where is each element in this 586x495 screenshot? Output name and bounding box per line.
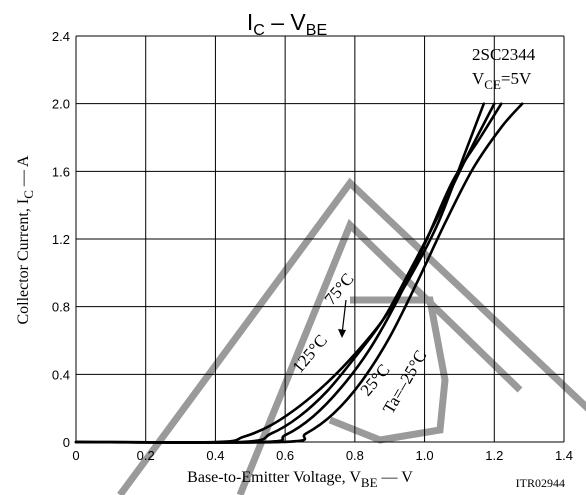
x-tick-label: 1.0 (416, 448, 434, 463)
y-tick-label: 0.8 (52, 300, 70, 315)
y-tick-label: 0.4 (52, 367, 70, 382)
x-axis-label: Base-to-Emitter Voltage, VBE — V (187, 469, 413, 490)
y-tick-label: 1.6 (52, 164, 70, 179)
x-tick-label: 0.2 (137, 448, 155, 463)
figure-code: ITR02944 (516, 476, 565, 490)
y-tick-label: 0 (63, 435, 70, 450)
condition-vce: VCE=5V (472, 69, 532, 92)
x-tick-label: 0.8 (346, 448, 364, 463)
chart-title: IC – VBE (247, 9, 327, 39)
watermark-graphic (117, 177, 586, 495)
y-tick-label: 2.0 (52, 97, 70, 112)
y-tick-labels: 0 0.4 0.8 1.2 1.6 2.0 2.4 (52, 29, 70, 450)
curve-group (74, 102, 524, 444)
x-tick-label: 0.4 (206, 448, 224, 463)
x-tick-labels: 0 0.2 0.4 0.6 0.8 1.0 1.2 1.4 (72, 448, 573, 463)
y-axis-label: Collector Current, IC — A (15, 155, 36, 325)
x-tick-label: 1.2 (485, 448, 503, 463)
series-label-ta-minus25c: Ta=–25°C (379, 347, 430, 417)
series-line-3 (74, 102, 524, 444)
x-tick-label: 0 (72, 448, 79, 463)
part-number: 2SC2344 (472, 45, 536, 64)
x-tick-label: 1.4 (555, 448, 573, 463)
plot-grid (75, 35, 565, 443)
series-line-0 (74, 102, 486, 444)
y-tick-label: 2.4 (52, 29, 70, 44)
y-tick-label: 1.2 (52, 232, 70, 247)
x-tick-label: 0.6 (276, 448, 294, 463)
series-75c-pointer-line (341, 299, 347, 335)
series-75c-pointer-arrowhead (338, 329, 346, 338)
series-line-2 (74, 102, 503, 444)
